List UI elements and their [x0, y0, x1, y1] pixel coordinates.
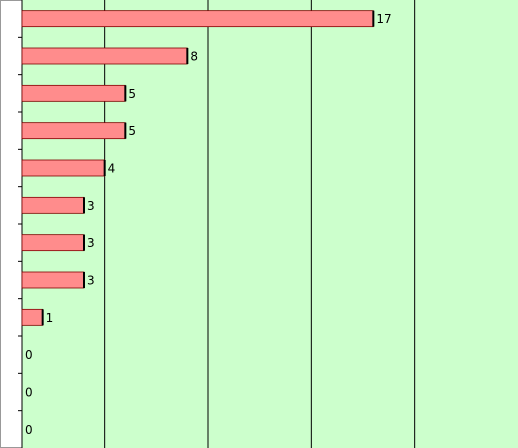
value-label: 0: [25, 423, 33, 437]
value-label: 8: [190, 50, 198, 64]
bar: [21, 122, 126, 140]
value-label: 3: [87, 236, 95, 250]
bar: [21, 47, 188, 65]
bar: [21, 84, 126, 102]
value-label: 0: [25, 386, 33, 400]
value-label: 1: [46, 311, 54, 325]
bar: [21, 159, 106, 177]
bar: [21, 308, 44, 326]
value-label: 5: [128, 124, 136, 138]
value-label: 17: [376, 12, 391, 26]
value-label: 4: [108, 162, 116, 176]
value-label: 3: [87, 199, 95, 213]
bar: [21, 271, 85, 289]
value-label: 3: [87, 274, 95, 288]
plot-area: [22, 0, 518, 448]
value-label: 0: [25, 348, 33, 362]
bar: [21, 234, 85, 252]
bar: [21, 10, 374, 28]
value-label: 5: [128, 87, 136, 101]
bar: [21, 196, 85, 214]
